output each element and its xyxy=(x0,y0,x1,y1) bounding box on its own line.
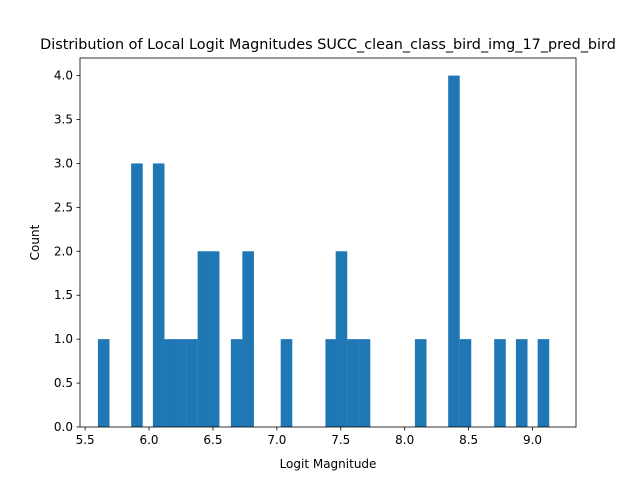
histogram-bar xyxy=(494,339,506,427)
x-axis-ticks: 5.5 6.0 6.5 7.0 7.5 8.0 8.5 9.0 xyxy=(76,427,542,447)
y-axis-title: Count xyxy=(28,224,42,260)
histogram-bar xyxy=(164,339,176,427)
plot-frame xyxy=(79,57,577,428)
y-tick-label: 4.0 xyxy=(54,69,73,83)
histogram-bar xyxy=(97,339,110,427)
y-tick-label: 1.5 xyxy=(54,288,73,302)
y-tick-label: 0.0 xyxy=(54,420,73,434)
histogram-bar xyxy=(325,339,338,427)
histogram-bar xyxy=(414,339,427,427)
histogram-bar xyxy=(537,339,550,427)
histogram-bar xyxy=(358,339,371,427)
histogram-bar xyxy=(174,339,187,427)
y-tick-label: 3.0 xyxy=(54,156,73,170)
x-tick-label: 6.0 xyxy=(139,433,158,447)
histogram-bar xyxy=(515,339,528,427)
histogram-bar xyxy=(448,75,460,427)
histogram-bar xyxy=(459,339,472,427)
y-tick-label: 2.5 xyxy=(54,200,73,214)
y-tick-label: 3.5 xyxy=(54,113,73,127)
histogram-bar xyxy=(280,339,293,427)
x-tick-label: 9.0 xyxy=(523,433,542,447)
histogram-bar xyxy=(230,339,243,427)
histogram-bar xyxy=(131,163,143,427)
histogram-bar xyxy=(242,251,254,427)
x-tick-label: 6.5 xyxy=(203,433,222,447)
x-tick-label: 5.5 xyxy=(76,433,95,447)
histogram-bar xyxy=(207,251,220,427)
x-tick-label: 8.0 xyxy=(395,433,414,447)
y-axis-ticks: 0.0 0.5 1.0 1.5 2.0 2.5 3.0 3.5 4.0 xyxy=(54,69,80,434)
histogram-bar xyxy=(335,251,348,427)
x-tick-label: 7.5 xyxy=(331,433,350,447)
histogram-bar xyxy=(186,339,198,427)
histogram-bar xyxy=(152,163,165,427)
chart-title: Distribution of Local Logit Magnitudes S… xyxy=(40,37,616,53)
x-tick-label: 7.0 xyxy=(267,433,286,447)
y-tick-label: 0.5 xyxy=(54,376,73,390)
x-tick-label: 8.5 xyxy=(459,433,478,447)
bars-group xyxy=(97,75,550,427)
y-tick-label: 1.0 xyxy=(54,332,73,346)
histogram-bar xyxy=(347,339,359,427)
histogram-bar xyxy=(197,251,210,427)
x-axis-title: Logit Magnitude xyxy=(280,457,377,471)
y-tick-label: 2.0 xyxy=(54,244,73,258)
